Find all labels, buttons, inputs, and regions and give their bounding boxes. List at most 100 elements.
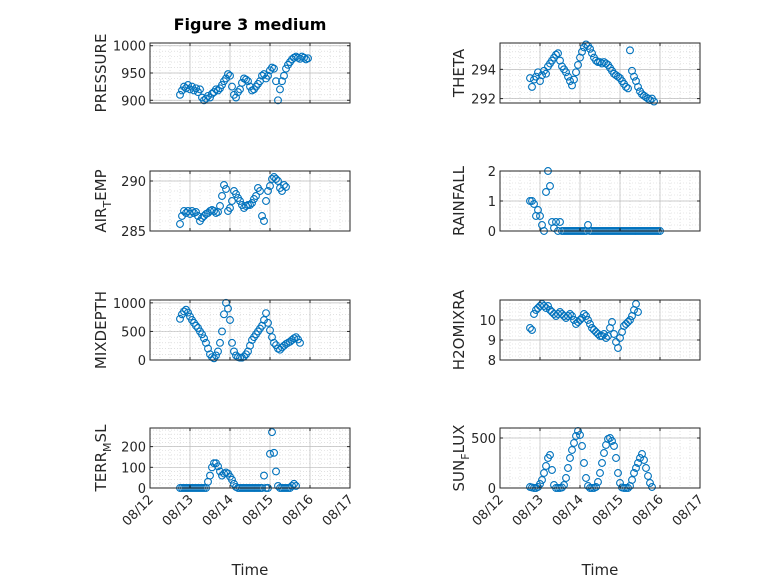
data-series (526, 300, 642, 352)
data-point (276, 85, 284, 94)
data-point (184, 81, 192, 89)
data-point (644, 472, 652, 480)
data-point (622, 82, 630, 91)
data-point (632, 300, 640, 308)
data-point (304, 54, 312, 63)
data-point (542, 69, 550, 78)
data-point (556, 218, 564, 226)
y-tick-label: 2 (488, 165, 496, 180)
data-point (626, 316, 634, 324)
data-point (266, 182, 274, 190)
data-point (572, 432, 580, 440)
x-tick-label: 08/17 (320, 492, 357, 529)
data-point (546, 182, 554, 190)
data-point (594, 478, 602, 486)
y-tick-label: 290 (121, 175, 146, 190)
data-point (226, 204, 234, 212)
x-tick-label: 08/17 (670, 492, 707, 529)
data-point (262, 309, 270, 318)
data-point (608, 437, 616, 445)
x-tick-label: 08/12 (470, 492, 507, 529)
axes-box (499, 299, 701, 361)
data-point (292, 333, 300, 342)
x-tick-label: 08/16 (280, 492, 317, 529)
data-point (640, 456, 648, 464)
data-point (586, 320, 594, 328)
data-point (614, 344, 622, 352)
data-point (180, 207, 188, 215)
data-point (526, 324, 534, 332)
data-point (282, 64, 290, 73)
data-point (542, 188, 550, 196)
data-point (246, 82, 254, 91)
data-point (224, 304, 232, 313)
data-point (568, 446, 576, 454)
x-tick-label: 08/13 (510, 492, 547, 529)
data-point (630, 469, 638, 477)
y-axis-label: RAINFALL (450, 165, 468, 236)
axes-box (499, 427, 701, 489)
data-point (224, 70, 232, 79)
data-point (598, 332, 606, 340)
data-point (278, 77, 286, 86)
axes-box (499, 42, 701, 104)
data-point (214, 86, 222, 95)
data-point (592, 483, 600, 491)
data-point (228, 338, 236, 347)
data-point (622, 320, 630, 328)
data-point (264, 187, 272, 195)
data-point (562, 68, 570, 77)
data-point (244, 77, 252, 86)
y-tick-label: 1000 (113, 297, 146, 312)
data-point (198, 214, 206, 222)
data-point (614, 469, 622, 477)
data-point (536, 212, 544, 220)
data-point (588, 49, 596, 58)
data-point (580, 310, 588, 318)
data-point (282, 183, 290, 191)
data-point (576, 316, 584, 324)
data-point (268, 428, 276, 437)
data-point (192, 208, 200, 216)
y-tick-label: 0 (138, 482, 146, 497)
data-point (226, 71, 234, 80)
data-point (578, 442, 586, 450)
data-point (176, 90, 184, 99)
data-point (568, 312, 576, 320)
data-point (542, 304, 550, 312)
data-point (200, 334, 208, 343)
data-point (552, 50, 560, 59)
data-point (540, 469, 548, 477)
data-point (206, 471, 214, 480)
data-point (598, 459, 606, 467)
x-tick-label: 08/15 (590, 492, 627, 529)
data-point (610, 442, 618, 450)
data-point (260, 70, 268, 79)
data-point (582, 474, 590, 482)
data-point (592, 328, 600, 336)
data-point (612, 454, 620, 462)
y-tick-label: 1000 (113, 40, 146, 55)
data-point (566, 77, 574, 85)
data-point (274, 96, 282, 105)
data-point (566, 454, 574, 462)
y-axis-label: SUNFLUX (450, 425, 472, 492)
data-series (526, 40, 658, 106)
data-point (596, 469, 604, 477)
data-point (610, 330, 618, 338)
data-point (272, 77, 280, 86)
data-point (220, 310, 228, 319)
data-point (198, 330, 206, 339)
data-point (600, 330, 608, 338)
data-point (212, 351, 220, 360)
x-tick-label: 08/14 (200, 492, 237, 529)
data-point (538, 476, 546, 484)
data-point (636, 454, 644, 462)
data-point (236, 197, 244, 205)
panel-h2omixra: 8 9 10 H2OMIXRA (450, 289, 701, 370)
data-point (188, 82, 196, 91)
data-point (586, 44, 594, 53)
data-point (300, 53, 308, 62)
